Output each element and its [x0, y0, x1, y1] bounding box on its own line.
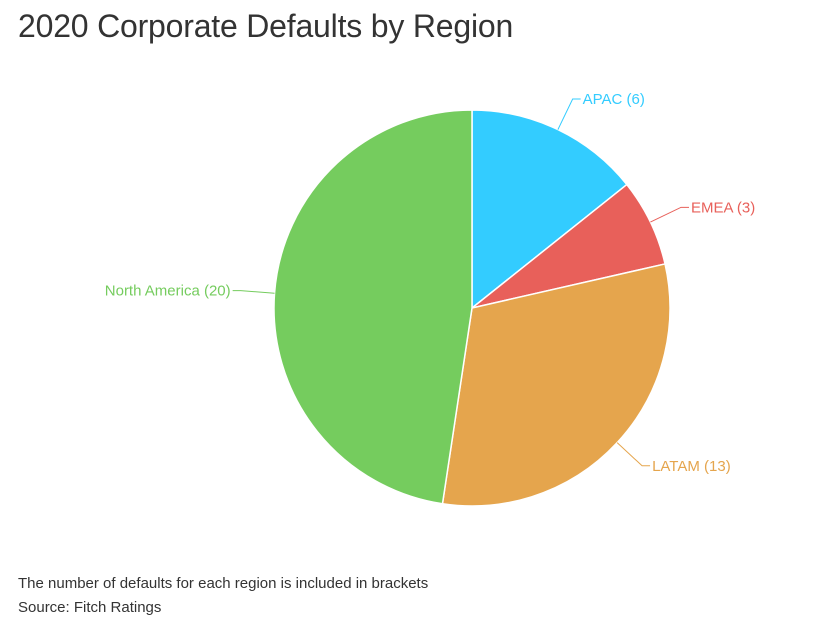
chart-title: 2020 Corporate Defaults by Region: [18, 8, 514, 44]
pie-slice[interactable]: [471, 109, 628, 309]
pie-label-connector: [616, 442, 651, 467]
pie-label-connector: [232, 290, 275, 294]
footnote-note: The number of defaults for each region i…: [18, 575, 429, 592]
pie-slice-label: LATAM (13): [652, 458, 731, 475]
pie-slice-label: EMEA (3): [691, 199, 755, 216]
pie-slice[interactable]: [273, 109, 473, 505]
pie-label-connector: [650, 206, 690, 223]
pie-slice[interactable]: [441, 263, 671, 507]
pie-label-connector: [557, 98, 581, 130]
pie-labels: APAC (6) EMEA (3) LATAM (13) North America …: [105, 91, 755, 475]
footnote-source: Source: Fitch Ratings: [18, 599, 162, 616]
pie-slice-label: APAC (6): [583, 91, 645, 108]
pie-slices: [273, 109, 671, 507]
pie-slice-label: North America (20): [105, 283, 231, 300]
pie-chart: APAC (6) EMEA (3) LATAM (13) North America …: [105, 91, 755, 507]
